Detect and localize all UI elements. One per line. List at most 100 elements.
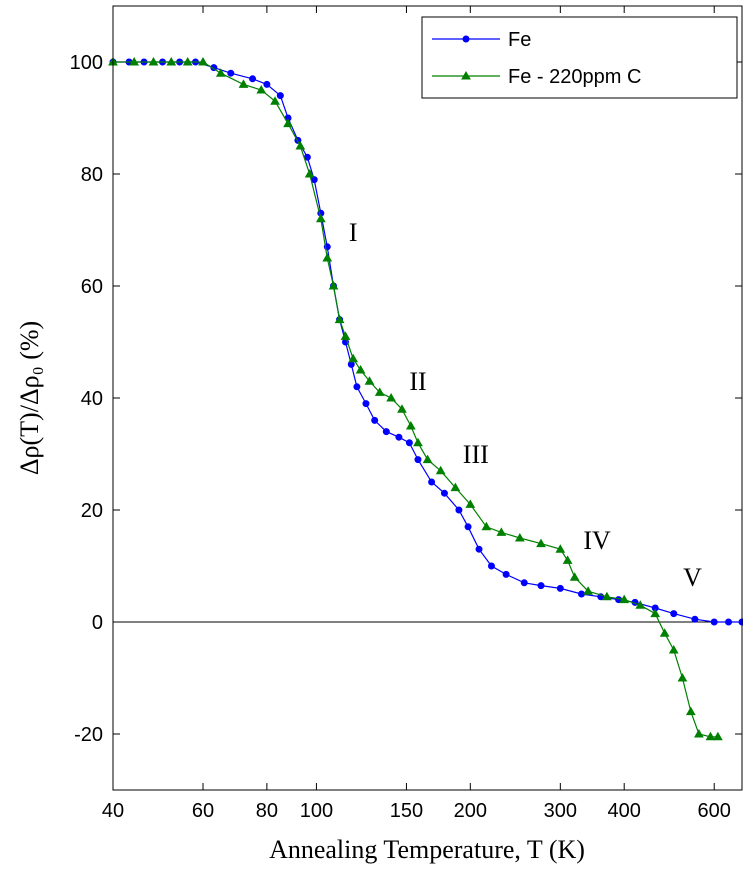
data-point (496, 527, 507, 536)
plot-frame (112, 5, 743, 791)
data-point (395, 433, 403, 441)
data-point (677, 672, 688, 682)
series-line (113, 61, 742, 623)
x-tick-label: 300 (544, 800, 577, 822)
data-point (413, 437, 423, 447)
data-point (514, 532, 525, 542)
data-point (422, 454, 433, 464)
data-point (355, 364, 366, 374)
y-tick-label: 0 (92, 612, 103, 634)
data-point (583, 586, 593, 595)
y-tick-label: 100 (70, 52, 103, 74)
data-point (405, 420, 416, 430)
data-point (562, 555, 573, 564)
data-point (340, 331, 351, 340)
data-point (295, 140, 306, 150)
data-point (263, 80, 271, 88)
data-point (440, 489, 448, 497)
x-tick-label: 60 (192, 800, 214, 822)
data-point (462, 35, 470, 43)
y-tick-label: 40 (81, 388, 103, 410)
data-point (315, 213, 326, 223)
data-point (182, 56, 193, 66)
legend-label: Fe (508, 29, 531, 51)
data-point (713, 731, 723, 741)
x-tick-label: 80 (256, 800, 278, 822)
data-point (650, 608, 661, 618)
data-point (569, 572, 580, 581)
data-point (428, 478, 436, 486)
data-point (353, 383, 361, 391)
y-tick-label: 20 (81, 500, 103, 522)
y-tick-label: -20 (74, 724, 103, 746)
annotation: V (683, 563, 702, 592)
data-point (556, 584, 564, 592)
data-point (537, 582, 545, 590)
data-point (668, 644, 679, 654)
data-point (464, 523, 472, 531)
data-point (481, 521, 492, 531)
data-point (322, 252, 333, 262)
data-point (362, 400, 370, 408)
x-axis-label: Annealing Temperature, T (K) (269, 835, 585, 864)
data-point (685, 706, 696, 716)
data-point (166, 56, 177, 66)
y-tick-label: 80 (81, 164, 103, 186)
data-point (129, 56, 140, 66)
data-point (386, 392, 396, 402)
data-point (397, 404, 407, 413)
data-point (705, 731, 716, 741)
data-point (198, 56, 208, 66)
y-tick-label: 60 (81, 276, 103, 298)
data-point (270, 96, 280, 105)
x-tick-label: 400 (608, 800, 641, 822)
x-tick-label: 100 (300, 800, 333, 822)
annotation: I (349, 218, 358, 247)
x-tick-label: 150 (390, 800, 423, 822)
data-point (405, 439, 413, 447)
data-point (215, 68, 226, 77)
series-line (113, 61, 718, 738)
data-point (304, 168, 315, 178)
annotation: III (463, 440, 489, 469)
data-point (487, 562, 495, 570)
data-point (725, 618, 733, 626)
data-point (256, 84, 267, 94)
data-point (227, 69, 235, 77)
data-point (602, 591, 612, 601)
data-point (414, 456, 422, 464)
data-point (334, 314, 345, 324)
data-point (283, 118, 293, 128)
data-point (249, 75, 257, 83)
annotation: II (409, 367, 426, 396)
data-point (382, 428, 390, 436)
legend-label: Fe - 220ppm C (508, 66, 641, 88)
data-point (710, 618, 718, 626)
data-point (238, 79, 249, 88)
data-point (148, 56, 159, 66)
data-point (619, 594, 630, 604)
data-point (371, 416, 379, 424)
annotation: IV (583, 526, 611, 555)
data-point (455, 506, 463, 514)
data-point (536, 538, 546, 548)
legend-box (421, 16, 738, 99)
x-tick-label: 40 (102, 800, 124, 822)
data-point (348, 353, 359, 363)
data-point (328, 280, 339, 290)
data-point (577, 590, 585, 598)
data-point (635, 600, 646, 609)
data-point (670, 610, 678, 618)
data-point (435, 465, 446, 475)
data-point (555, 544, 566, 553)
data-point (465, 499, 476, 508)
data-point (659, 628, 670, 637)
data-point (374, 387, 385, 396)
data-point (691, 615, 699, 623)
data-point (450, 482, 461, 492)
data-point (276, 92, 284, 100)
data-point (520, 579, 528, 587)
data-point (475, 545, 483, 553)
data-point (364, 376, 375, 385)
